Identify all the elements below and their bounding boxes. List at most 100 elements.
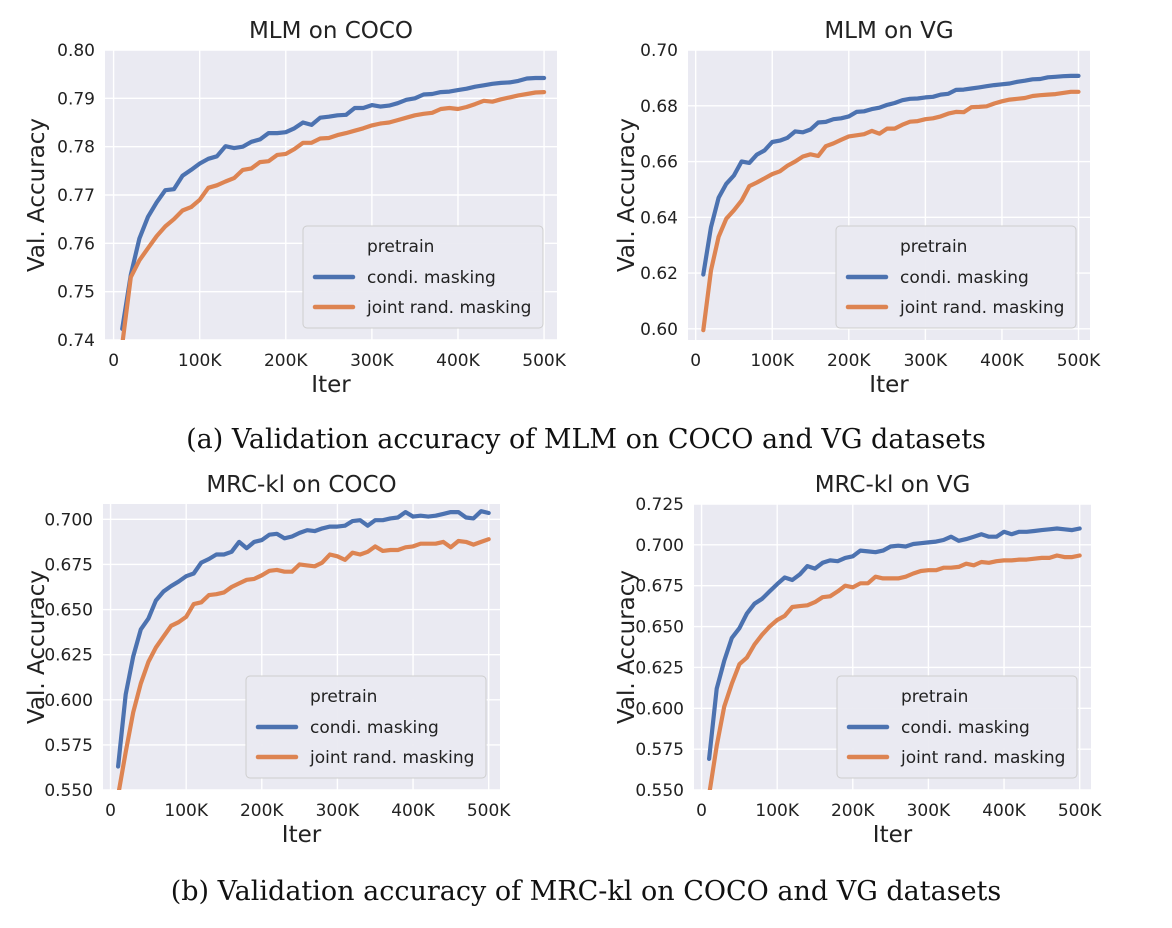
chart-mrc-vg: 0.550 0.575 0.600 0.625 0.650 0.675 0.700 0.725…	[590, 462, 1172, 866]
x-tick-label: 200K	[831, 801, 875, 821]
y-tick-label: 0.725	[635, 495, 684, 515]
y-tick-label: 0.76	[57, 234, 95, 254]
y-tick-label: 0.75	[57, 283, 95, 303]
chart-title: MLM on VG	[824, 18, 953, 44]
y-tick-label: 0.78	[57, 138, 95, 158]
x-tick-label: 300K	[350, 351, 394, 371]
legend-box	[835, 225, 1077, 329]
legend-title: pretrain	[367, 237, 434, 257]
chart-svg: 0.60 0.62 0.64 0.66 0.68 0.70 0 100K 200K 300K 400…	[614, 18, 1101, 398]
y-tick-label: 0.575	[44, 736, 93, 756]
chart-svg: 0.74 0.75 0.76 0.77 0.78 0.79 0.80 0 100K 200K 300…	[24, 18, 567, 398]
series-line-joint-rand-masking	[701, 89, 1081, 333]
chart-mlm-coco: 0.74 0.75 0.76 0.77 0.78 0.79 0.80 0 100K 200K 300…	[0, 0, 580, 414]
y-tick-label: 0.74	[57, 331, 95, 351]
x-axis-label: Iter	[311, 372, 351, 398]
x-tick-label: 500K	[522, 351, 566, 371]
x-tick-label: 400K	[436, 351, 480, 371]
legend-title: pretrain	[900, 237, 967, 257]
legend: pretrain condi. masking joint rand. maskin…	[836, 675, 1078, 779]
series-line-joint-rand-masking	[116, 537, 491, 790]
y-axis-label: Val. Accuracy	[24, 118, 50, 272]
caption-a: (a) Validation accuracy of MLM on COCO a…	[186, 424, 986, 455]
y-tick-label: 0.600	[635, 699, 684, 719]
y-tick-label: 0.64	[640, 208, 678, 228]
x-axis-label: Iter	[869, 372, 909, 398]
legend-title: pretrain	[310, 687, 377, 707]
y-axis-label: Val. Accuracy	[614, 570, 640, 724]
y-tick-label: 0.80	[57, 41, 95, 61]
legend-label: joint rand. masking	[309, 748, 474, 768]
legend-label: condi. masking	[367, 268, 496, 288]
legend: pretrain condi. masking joint rand. maskin…	[245, 675, 487, 779]
chart-title: MLM on COCO	[249, 18, 413, 44]
y-tick-label: 0.575	[635, 740, 684, 760]
x-tick-label: 100K	[755, 801, 799, 821]
x-tick-label: 200K	[264, 351, 308, 371]
y-tick-label: 0.79	[57, 89, 95, 109]
chart-mlm-vg: 0.60 0.62 0.64 0.66 0.68 0.70 0 100K 200K 300K 400…	[590, 0, 1172, 414]
x-tick-label: 400K	[391, 801, 435, 821]
x-axis-label: Iter	[873, 822, 913, 848]
legend-label: joint rand. masking	[900, 748, 1065, 768]
x-tick-label: 400K	[982, 801, 1026, 821]
y-tick-label: 0.77	[57, 186, 95, 206]
x-tick-label: 200K	[240, 801, 284, 821]
x-tick-label: 500K	[1058, 801, 1102, 821]
chart-svg: 0.550 0.575 0.600 0.625 0.650 0.675 0.700 0.725…	[614, 472, 1102, 848]
legend-box	[245, 675, 487, 779]
legend-label: joint rand. masking	[899, 298, 1064, 318]
x-tick-label: 100K	[750, 351, 794, 371]
series-line-condi-masking	[115, 509, 491, 769]
y-tick-label: 0.675	[635, 577, 684, 597]
y-tick-label: 0.675	[44, 555, 93, 575]
series-line-joint-rand-masking	[707, 553, 1082, 790]
chart-mrc-coco: 0.550 0.575 0.600 0.625 0.650 0.675 0.700 0 100K…	[0, 462, 580, 866]
y-tick-label: 0.60	[640, 320, 678, 340]
series-line-condi-masking	[120, 75, 547, 331]
y-axis-label: Val. Accuracy	[614, 118, 640, 272]
legend-label: joint rand. masking	[366, 298, 531, 318]
legend-label: condi. masking	[310, 718, 439, 738]
x-tick-label: 0	[105, 801, 116, 821]
y-tick-label: 0.650	[44, 601, 93, 621]
y-tick-label: 0.66	[640, 153, 678, 173]
series-line-condi-masking	[706, 526, 1082, 761]
y-tick-label: 0.650	[635, 618, 684, 638]
y-tick-label: 0.600	[44, 691, 93, 711]
y-axis-label: Val. Accuracy	[24, 570, 50, 724]
x-tick-label: 100K	[178, 351, 222, 371]
legend-box	[836, 675, 1078, 779]
y-tick-label: 0.625	[635, 658, 684, 678]
y-tick-label: 0.625	[44, 646, 93, 666]
x-tick-label: 300K	[907, 801, 951, 821]
legend: pretrain condi. masking joint rand. maskin…	[302, 225, 544, 329]
x-tick-label: 500K	[1057, 351, 1101, 371]
chart-title: MRC-kl on COCO	[206, 472, 396, 498]
x-tick-label: 0	[108, 351, 119, 371]
x-tick-label: 300K	[316, 801, 360, 821]
series-line-condi-masking	[701, 73, 1081, 277]
y-tick-label: 0.62	[640, 264, 678, 284]
x-tick-label: 400K	[980, 351, 1024, 371]
x-tick-label: 200K	[827, 351, 871, 371]
legend: pretrain condi. masking joint rand. maskin…	[835, 225, 1077, 329]
y-tick-label: 0.700	[44, 510, 93, 530]
legend-label: condi. masking	[900, 268, 1029, 288]
x-axis-label: Iter	[282, 822, 322, 848]
x-tick-label: 300K	[904, 351, 948, 371]
series-line-joint-rand-masking	[120, 89, 547, 340]
y-tick-label: 0.550	[44, 781, 93, 801]
legend-box	[302, 225, 544, 329]
x-tick-label: 100K	[164, 801, 208, 821]
y-tick-label: 0.68	[640, 97, 678, 117]
legend-title: pretrain	[901, 687, 968, 707]
x-tick-label: 500K	[467, 801, 511, 821]
x-tick-label: 0	[696, 801, 707, 821]
y-tick-label: 0.550	[635, 781, 684, 801]
chart-svg: 0.550 0.575 0.600 0.625 0.650 0.675 0.700 0 100K…	[24, 472, 511, 848]
y-tick-label: 0.700	[635, 536, 684, 556]
chart-title: MRC-kl on VG	[815, 472, 971, 498]
y-tick-label: 0.70	[640, 41, 678, 61]
legend-label: condi. masking	[901, 718, 1030, 738]
